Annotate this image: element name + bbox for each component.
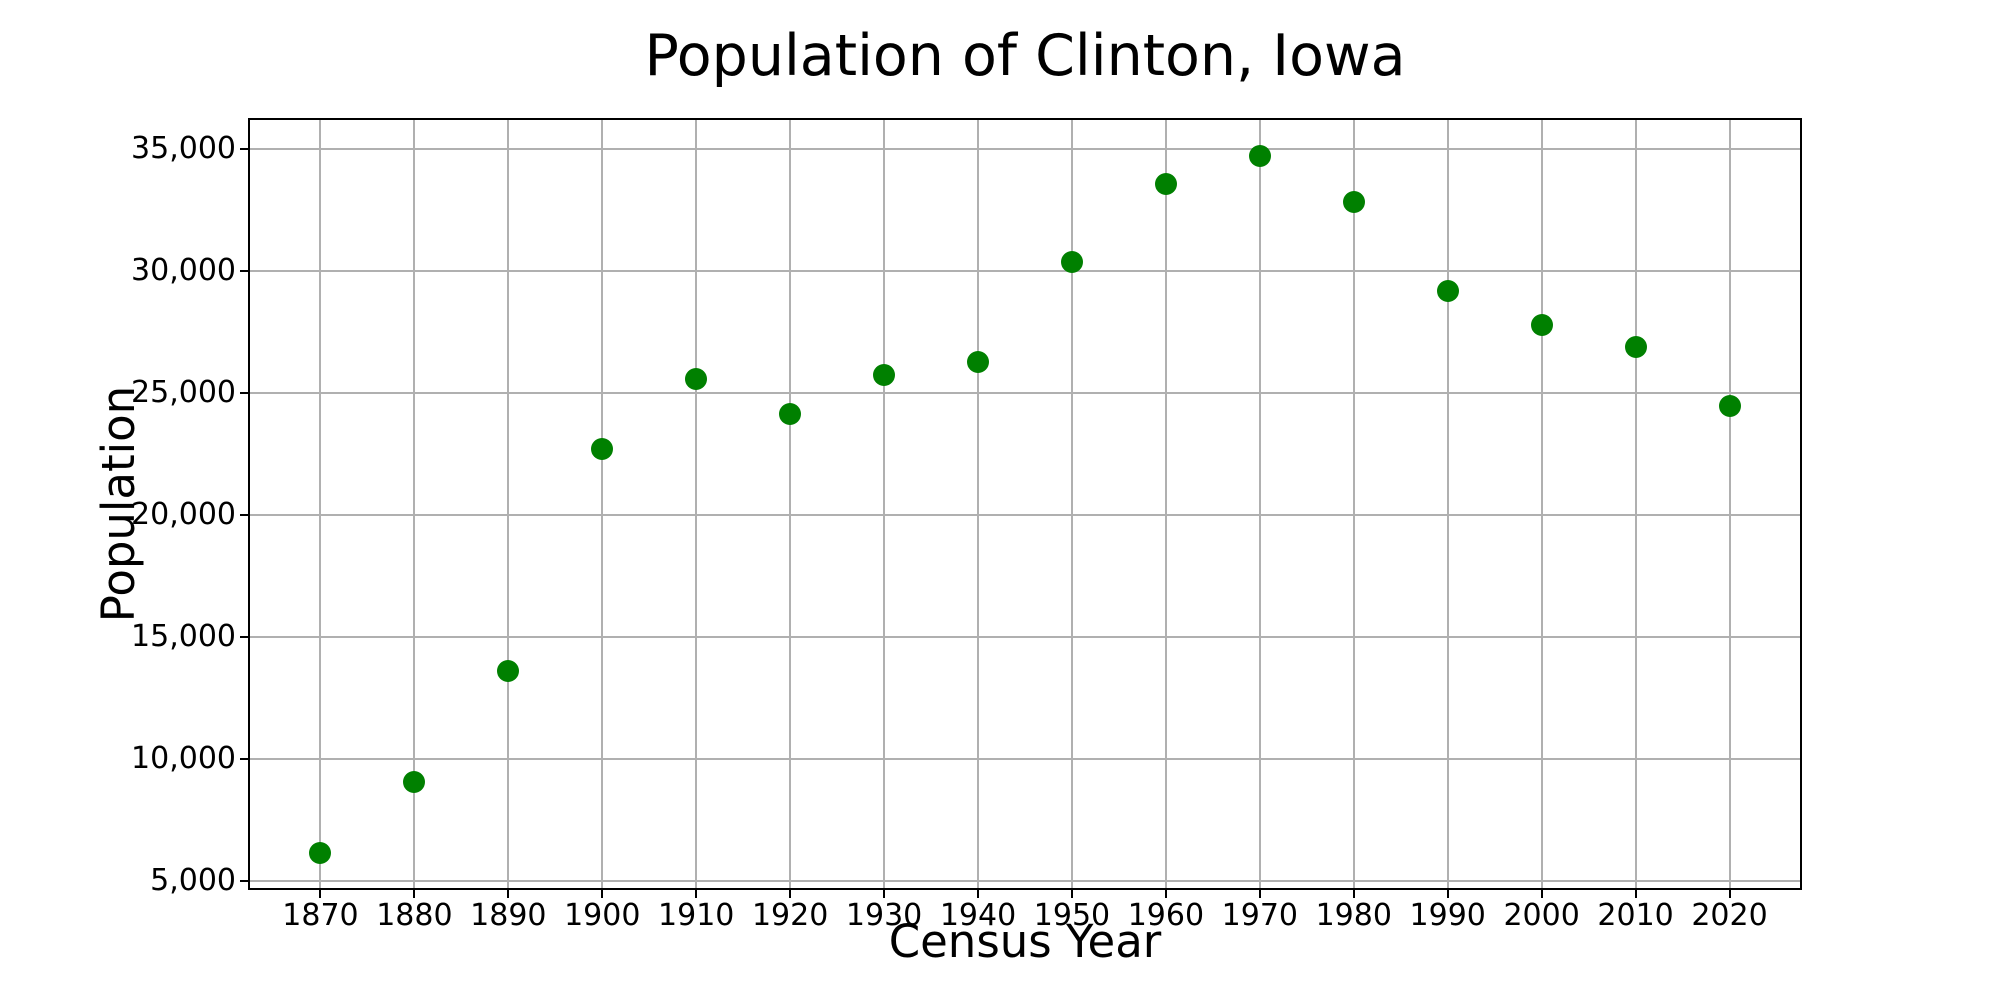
x-tick-label: 1930 <box>845 898 923 933</box>
y-tick-mark <box>240 148 250 151</box>
x-tick-label: 1910 <box>658 898 735 933</box>
y-gridline <box>250 757 1800 760</box>
y-gridline <box>250 270 1800 273</box>
data-point <box>1530 314 1553 337</box>
data-point <box>1060 250 1083 273</box>
x-tick-label: 1940 <box>939 898 1017 933</box>
y-gridline <box>250 392 1800 395</box>
x-tick-label: 2000 <box>1503 898 1580 933</box>
y-tick-label: 10,000 <box>131 740 236 776</box>
x-tick-label: 1970 <box>1221 898 1299 933</box>
y-gridline <box>250 635 1800 638</box>
x-tick-mark <box>319 888 322 898</box>
data-point <box>403 770 426 793</box>
x-tick-label: 1950 <box>1033 898 1111 933</box>
x-tick-mark <box>883 888 886 898</box>
x-tick-label: 1960 <box>1127 898 1205 933</box>
y-tick-mark <box>240 513 250 516</box>
x-gridline <box>1164 120 1167 888</box>
x-tick-label: 2020 <box>1691 898 1768 933</box>
x-tick-label: 1920 <box>751 898 829 933</box>
y-tick-mark <box>240 757 250 760</box>
x-gridline <box>601 120 604 888</box>
y-tick-mark <box>240 392 250 395</box>
x-gridline <box>1728 120 1731 888</box>
x-tick-mark <box>1540 888 1543 898</box>
x-tick-mark <box>413 888 416 898</box>
x-gridline <box>695 120 698 888</box>
x-tick-mark <box>1070 888 1073 898</box>
y-tick-label: 15,000 <box>131 618 236 654</box>
y-gridline <box>250 879 1800 882</box>
y-gridline <box>250 513 1800 516</box>
x-tick-mark <box>1164 888 1167 898</box>
data-point <box>497 659 520 682</box>
y-tick-mark <box>240 635 250 638</box>
x-gridline <box>507 120 510 888</box>
x-tick-mark <box>1258 888 1261 898</box>
data-point <box>685 367 708 390</box>
y-gridline <box>250 148 1800 151</box>
x-gridline <box>883 120 886 888</box>
x-tick-mark <box>1446 888 1449 898</box>
x-tick-label: 1870 <box>282 898 359 933</box>
y-tick-mark <box>240 879 250 882</box>
chart-title: Population of Clinton, Iowa <box>644 23 1406 89</box>
x-axis-label: Census Year <box>888 915 1162 968</box>
plot-area <box>248 118 1802 890</box>
y-tick-label: 30,000 <box>131 253 236 289</box>
x-tick-mark <box>1352 888 1355 898</box>
y-tick-label: 5,000 <box>150 862 236 898</box>
y-tick-label: 20,000 <box>131 496 236 532</box>
x-tick-mark <box>977 888 980 898</box>
x-gridline <box>789 120 792 888</box>
x-gridline <box>1446 120 1449 888</box>
data-point <box>1248 145 1271 168</box>
x-tick-mark <box>695 888 698 898</box>
data-point <box>779 402 802 425</box>
x-tick-mark <box>1728 888 1731 898</box>
x-gridline <box>1352 120 1355 888</box>
x-tick-mark <box>601 888 604 898</box>
data-point <box>591 438 614 461</box>
x-tick-mark <box>789 888 792 898</box>
data-point <box>967 351 990 374</box>
y-tick-label: 25,000 <box>131 375 236 411</box>
x-tick-label: 1900 <box>564 898 641 933</box>
x-tick-mark <box>507 888 510 898</box>
x-tick-label: 1890 <box>470 898 547 933</box>
data-point <box>873 364 896 387</box>
x-gridline <box>1070 120 1073 888</box>
data-point <box>1342 191 1365 214</box>
y-tick-label: 35,000 <box>131 131 236 167</box>
data-point <box>1436 279 1459 302</box>
x-gridline <box>1540 120 1543 888</box>
x-tick-mark <box>1634 888 1637 898</box>
x-tick-label: 1990 <box>1409 898 1486 933</box>
data-point <box>309 842 332 865</box>
x-tick-label: 2010 <box>1597 898 1674 933</box>
x-tick-label: 1880 <box>376 898 453 933</box>
y-tick-mark <box>240 270 250 273</box>
data-point <box>1718 395 1741 417</box>
data-point <box>1154 172 1177 195</box>
x-gridline <box>1258 120 1261 888</box>
data-point <box>1624 336 1647 359</box>
x-gridline <box>413 120 416 888</box>
x-gridline <box>977 120 980 888</box>
x-tick-label: 1980 <box>1315 898 1392 933</box>
x-gridline <box>1634 120 1637 888</box>
x-gridline <box>319 120 322 888</box>
